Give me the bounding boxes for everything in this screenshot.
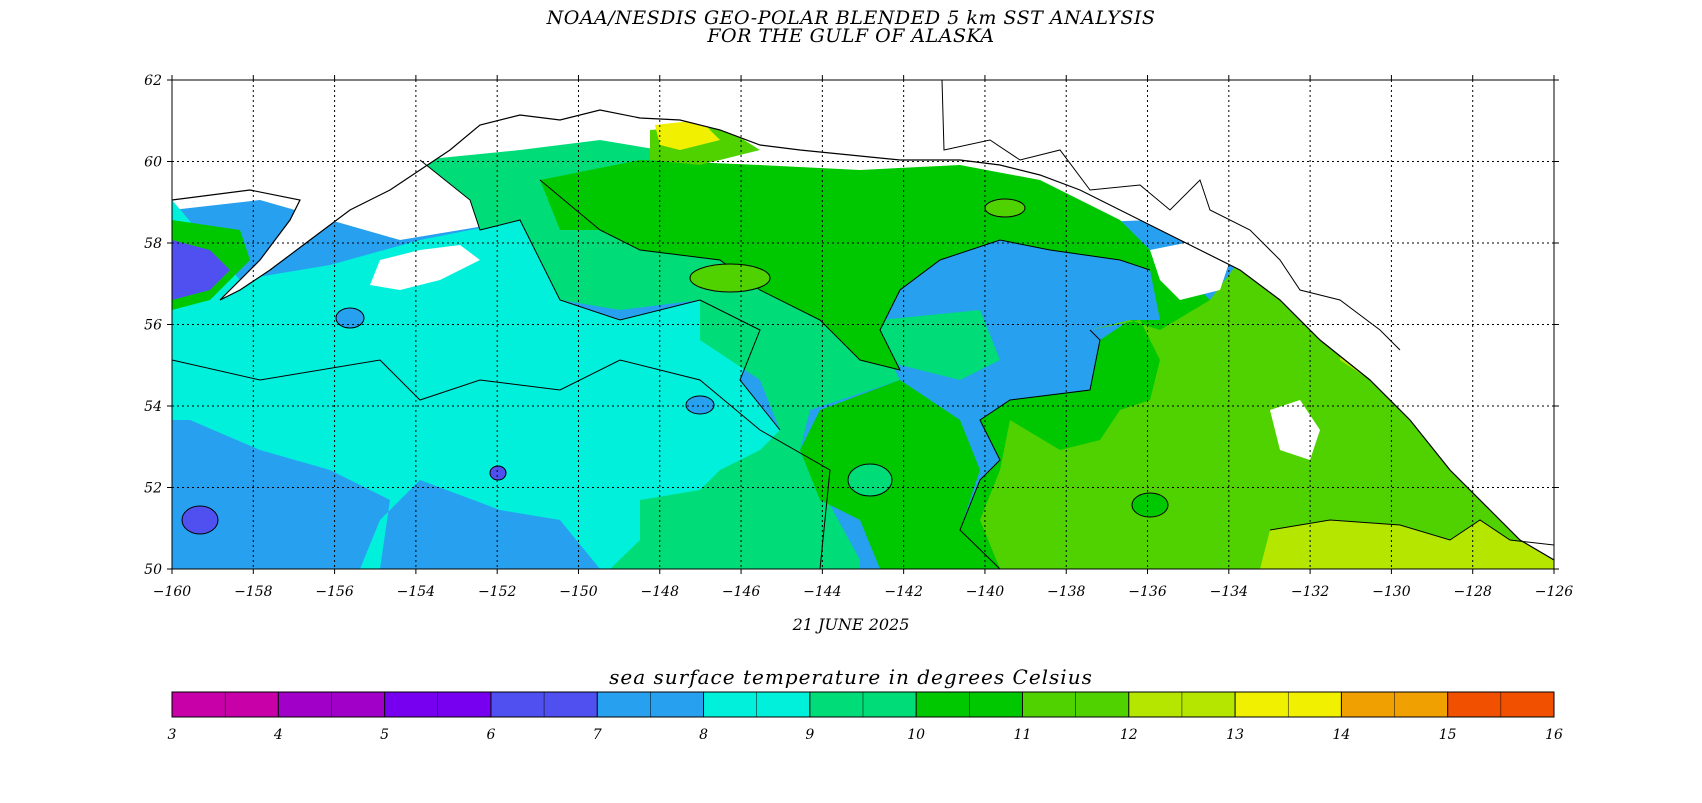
lon-tick-label: −142 <box>884 584 923 600</box>
coastline <box>172 109 1554 561</box>
colorbar-tick-label: 6 <box>486 727 495 743</box>
colorbar: 3 4 5 6 7 8 9 10 11 12 13 14 15 16 <box>168 691 1563 743</box>
colorbar-tick-label: 16 <box>1545 727 1563 743</box>
colorbar-tick-label: 12 <box>1120 727 1138 743</box>
region-northern-gulf <box>420 140 900 569</box>
lon-tick-label: −150 <box>559 584 598 600</box>
ticks: −160 −158 −156 −154 −152 −150 −148 −146 −144 −142… <box>144 73 1573 600</box>
lon-tick-label: −154 <box>397 584 435 600</box>
colorbar-label: sea surface temperature in degrees Celsi… <box>609 665 1093 689</box>
land-alaska <box>172 80 1554 560</box>
colorbar-tick-label: 13 <box>1226 727 1244 743</box>
title-line-2: FOR THE GULF OF ALASKA <box>707 25 995 47</box>
colorbar-tick-label: 14 <box>1332 727 1350 743</box>
border-line <box>941 80 1401 351</box>
colorbar-tick-label: 8 <box>699 727 708 743</box>
lon-tick-label: −152 <box>478 584 517 600</box>
lon-tick-label: −158 <box>234 584 273 600</box>
lon-tick-label: −146 <box>722 584 761 600</box>
lat-tick-label: 60 <box>144 155 162 171</box>
lat-tick-label: 50 <box>144 562 162 578</box>
lon-tick-label: −126 <box>1535 584 1574 600</box>
lon-tick-label: −138 <box>1047 584 1086 600</box>
lon-tick-label: −128 <box>1453 584 1492 600</box>
colorbar-tick-label: 5 <box>380 727 389 743</box>
lon-tick-label: −160 <box>153 584 192 600</box>
lon-tick-label: −140 <box>966 584 1005 600</box>
region-sw-coast-patch <box>1260 520 1554 569</box>
lon-tick-label: −134 <box>1210 584 1248 600</box>
lat-tick-label: 58 <box>144 236 162 252</box>
colorbar-tick-label: 9 <box>805 727 814 743</box>
lon-tick-label: −144 <box>803 584 841 600</box>
colorbar-tick-label: 15 <box>1439 727 1457 743</box>
lon-tick-label: −156 <box>315 584 354 600</box>
lat-tick-label: 56 <box>144 318 162 334</box>
colorbar-tick-label: 10 <box>907 727 925 743</box>
lon-tick-label: −136 <box>1128 584 1167 600</box>
colorbar-tick-label: 4 <box>273 727 283 743</box>
region-inland-waters <box>655 120 720 150</box>
lat-tick-label: 62 <box>144 73 162 89</box>
lon-tick-label: −148 <box>641 584 680 600</box>
lat-tick-label: 52 <box>144 481 162 497</box>
colorbar-tick-label: 3 <box>168 727 177 743</box>
lon-tick-label: −130 <box>1372 584 1411 600</box>
region-offshore-bc <box>980 230 1554 569</box>
colorbar-tick-label: 7 <box>593 727 602 743</box>
title-line-1: NOAA/NESDIS GEO-POLAR BLENDED 5 km SST A… <box>546 7 1156 29</box>
lon-tick-label: −132 <box>1291 584 1330 600</box>
analysis-date: 21 JUNE 2025 <box>792 615 910 634</box>
colorbar-frame <box>171 691 1555 718</box>
colorbar-tick-label: 11 <box>1014 727 1032 743</box>
lat-tick-label: 54 <box>144 399 162 415</box>
